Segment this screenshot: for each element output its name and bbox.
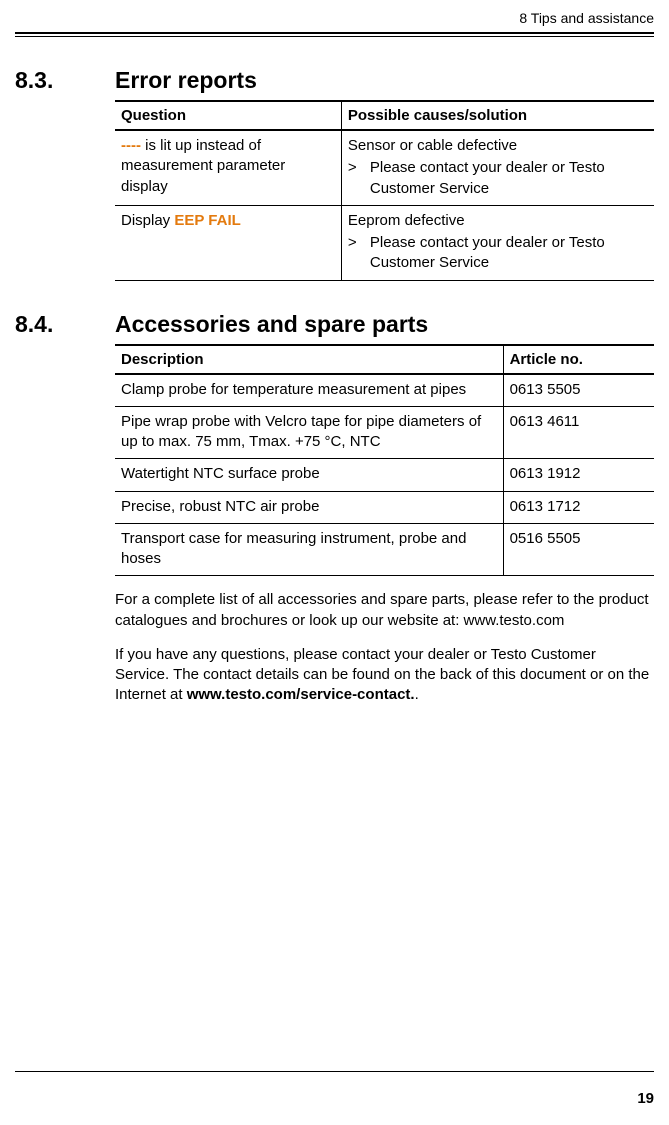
desc-cell: Precise, robust NTC air probe: [115, 491, 503, 523]
header-chapter: 8 Tips and assistance: [15, 10, 654, 30]
chevron-right-icon: >: [348, 233, 370, 274]
solution-text: Please contact your dealer or Testo Cust…: [370, 233, 648, 274]
question-text: Display: [121, 212, 174, 229]
header-rule-thin: [15, 36, 654, 37]
desc-cell: Watertight NTC surface probe: [115, 459, 503, 491]
section-8-4-heading: 8.4. Accessories and spare parts: [15, 311, 654, 338]
col-header-solution: Possible causes/solution: [341, 101, 654, 130]
error-reports-table: Question Possible causes/solution ---- i…: [115, 100, 654, 281]
table-row: Pipe wrap probe with Velcro tape for pip…: [115, 406, 654, 459]
question-cell: ---- is lit up instead of measurement pa…: [115, 130, 341, 205]
table-row: Precise, robust NTC air probe 0613 1712: [115, 491, 654, 523]
desc-cell: Clamp probe for temperature measurement …: [115, 374, 503, 407]
para2-text-b: .: [415, 686, 419, 703]
table-header-row: Question Possible causes/solution: [115, 101, 654, 130]
cause-text: Sensor or cable defective: [348, 136, 648, 156]
table-row: ---- is lit up instead of measurement pa…: [115, 130, 654, 205]
table-row: Transport case for measuring instrument,…: [115, 523, 654, 576]
article-no-cell: 0516 5505: [503, 523, 654, 576]
question-text: is lit up instead of measurement paramet…: [121, 137, 285, 195]
chevron-right-icon: >: [348, 158, 370, 199]
solution-text: Please contact your dealer or Testo Cust…: [370, 158, 648, 199]
accessories-table: Description Article no. Clamp probe for …: [115, 344, 654, 577]
header-rule-thick: [15, 32, 654, 34]
section-title: Error reports: [115, 67, 257, 94]
article-no-cell: 0613 1912: [503, 459, 654, 491]
error-code: ----: [121, 137, 141, 154]
section-number: 8.4.: [15, 311, 115, 338]
body-paragraph-2: If you have any questions, please contac…: [115, 645, 654, 706]
table-row: Watertight NTC surface probe 0613 1912: [115, 459, 654, 491]
question-cell: Display EEP FAIL: [115, 205, 341, 280]
page: 8 Tips and assistance 8.3. Error reports…: [0, 0, 669, 1125]
para2-bold-url: www.testo.com/service-contact.: [187, 686, 415, 703]
cause-text: Eeprom defective: [348, 211, 648, 231]
table-row: Display EEP FAIL Eeprom defective > Plea…: [115, 205, 654, 280]
article-no-cell: 0613 1712: [503, 491, 654, 523]
solution-cell: Sensor or cable defective > Please conta…: [341, 130, 654, 205]
footer-rule: [15, 1071, 654, 1072]
article-no-cell: 0613 5505: [503, 374, 654, 407]
section-title: Accessories and spare parts: [115, 311, 428, 338]
solution-cell: Eeprom defective > Please contact your d…: [341, 205, 654, 280]
section-number: 8.3.: [15, 67, 115, 94]
col-header-question: Question: [115, 101, 341, 130]
section-8-3-content: Question Possible causes/solution ---- i…: [115, 100, 654, 281]
table-row: Clamp probe for temperature measurement …: [115, 374, 654, 407]
table-header-row: Description Article no.: [115, 345, 654, 374]
page-number: 19: [637, 1090, 654, 1107]
body-paragraph-1: For a complete list of all accessories a…: [115, 590, 654, 631]
section-8-4-content: Description Article no. Clamp probe for …: [115, 344, 654, 706]
solution-line: > Please contact your dealer or Testo Cu…: [348, 233, 648, 274]
article-no-cell: 0613 4611: [503, 406, 654, 459]
desc-cell: Pipe wrap probe with Velcro tape for pip…: [115, 406, 503, 459]
error-code: EEP FAIL: [174, 212, 240, 229]
col-header-article-no: Article no.: [503, 345, 654, 374]
col-header-description: Description: [115, 345, 503, 374]
solution-line: > Please contact your dealer or Testo Cu…: [348, 158, 648, 199]
section-8-3-heading: 8.3. Error reports: [15, 67, 654, 94]
desc-cell: Transport case for measuring instrument,…: [115, 523, 503, 576]
